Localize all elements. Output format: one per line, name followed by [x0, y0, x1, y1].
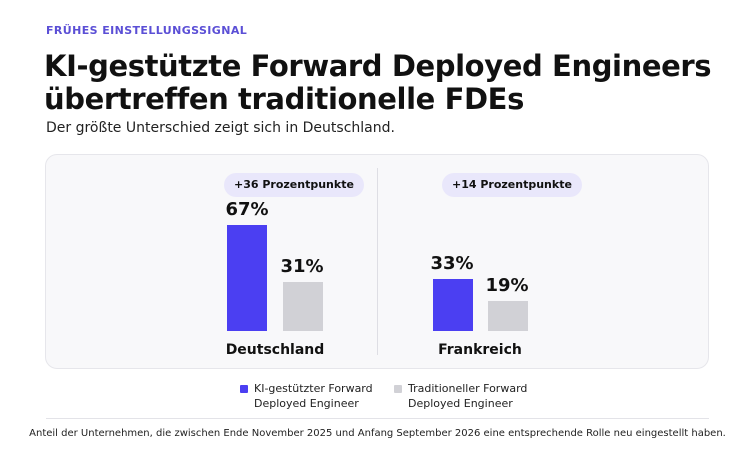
- title-line-2: übertreffen traditionelle FDEs: [44, 82, 524, 116]
- bar-frankreich-ki: [433, 278, 473, 331]
- legend-swatch-ki: [240, 385, 248, 393]
- category-label-deutschland: Deutschland: [225, 342, 325, 358]
- value-label-frankreich-ki: 33%: [430, 252, 474, 274]
- chart-subtitle: Der größte Unterschied zeigt sich in Deu…: [46, 120, 395, 136]
- bar-deutschland-traditionell: [283, 282, 323, 331]
- legend-label-ki: KI-gestützter Forward Deployed Engineer: [254, 382, 373, 410]
- difference-pill-frankreich: +14 Prozentpunkte: [442, 173, 582, 197]
- category-label-frankreich: Frankreich: [438, 342, 522, 358]
- footnote: Anteil der Unternehmen, die zwischen End…: [29, 428, 726, 439]
- legend-swatch-traditionell: [394, 385, 402, 393]
- bar-frankreich-traditionell: [488, 300, 528, 331]
- panel-divider: [377, 168, 378, 355]
- difference-pill-deutschland: +36 Prozentpunkte: [224, 173, 364, 197]
- legend-label-traditionell: Traditioneller Forward Deployed Engineer: [408, 382, 528, 410]
- footnote-divider: [46, 418, 709, 419]
- value-label-deutschland-ki: 67%: [225, 199, 269, 221]
- bar-deutschland-ki: [227, 225, 267, 331]
- value-label-frankreich-traditionell: 19%: [485, 274, 529, 296]
- value-label-deutschland-traditionell: 31%: [280, 256, 324, 278]
- eyebrow-label: FRÜHES EINSTELLUNGSSIGNAL: [46, 24, 248, 37]
- title-line-1: KI-gestützte Forward Deployed Engineers: [44, 49, 712, 83]
- chart-title: KI-gestützte Forward Deployed Engineers …: [44, 49, 712, 116]
